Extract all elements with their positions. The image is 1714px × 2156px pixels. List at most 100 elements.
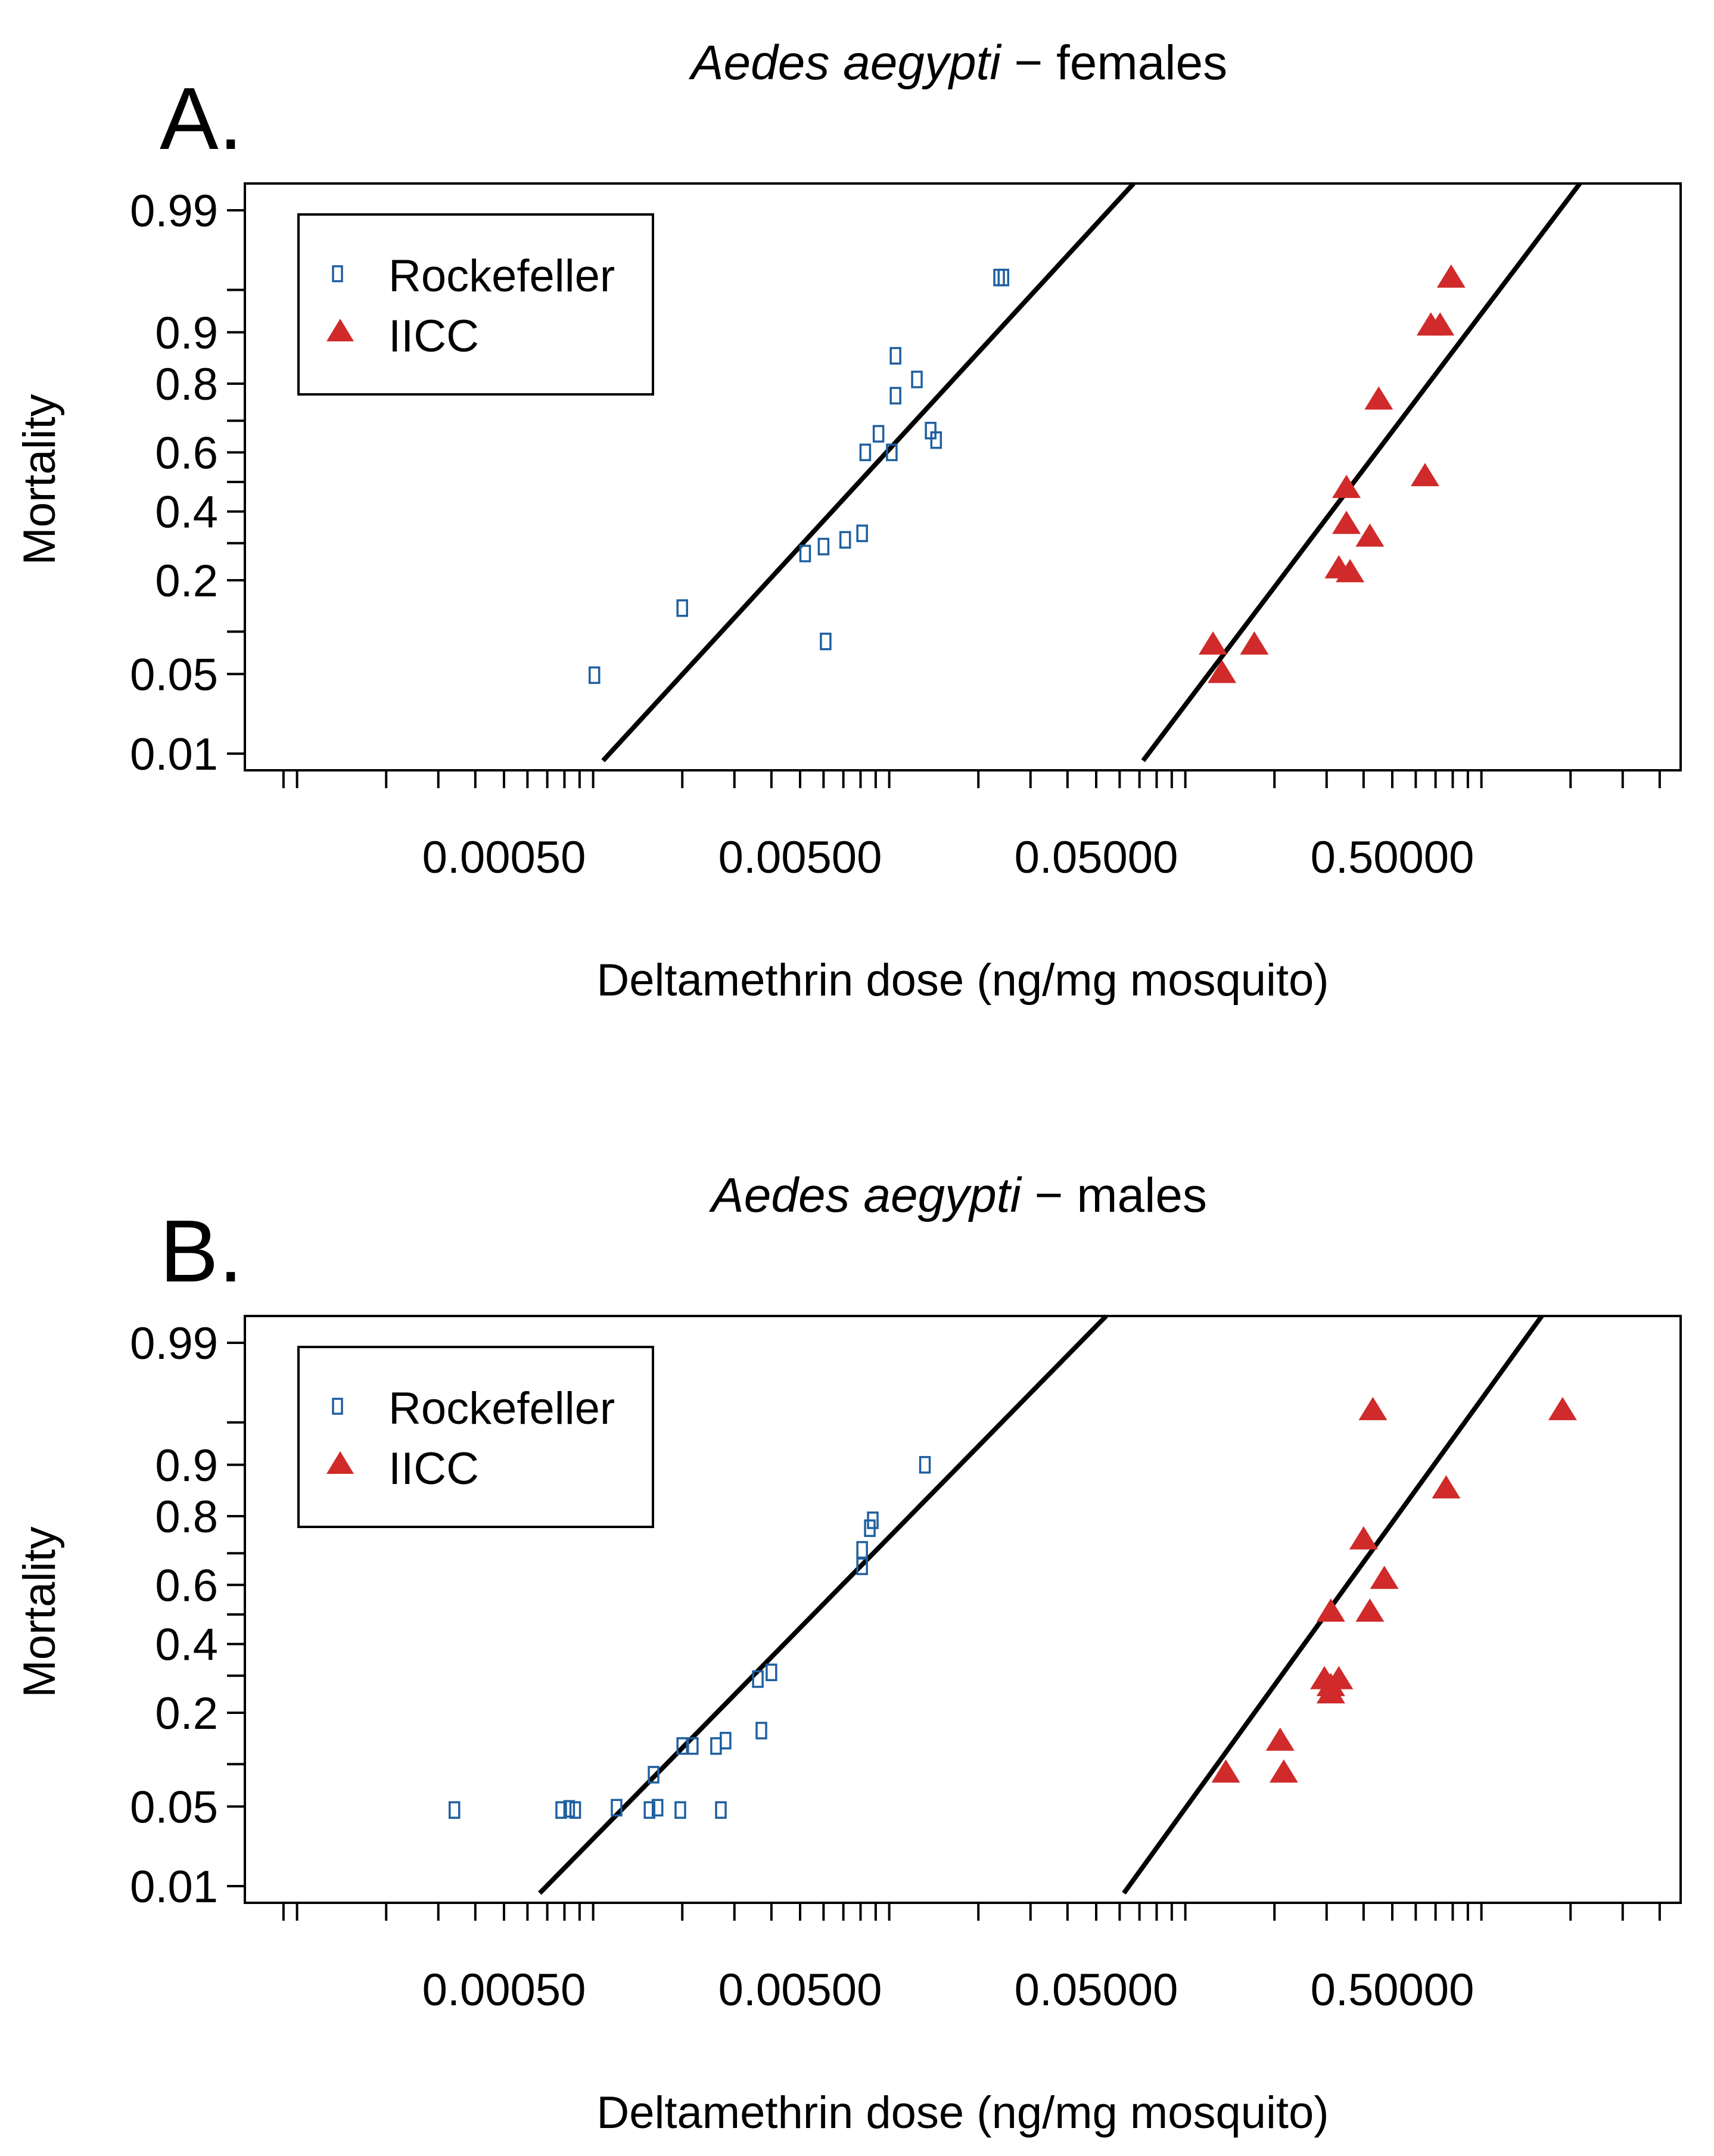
rockefeller-point: [569, 1801, 581, 1819]
iicc-point: [1324, 1666, 1354, 1690]
rockefeller-point: [752, 1670, 764, 1688]
iicc-point: [1240, 631, 1269, 655]
y-tick-label: 0.2: [155, 556, 218, 606]
iicc-point: [1336, 559, 1365, 583]
rockefeller-point: [449, 1801, 461, 1819]
rockefeller-point: [651, 1799, 664, 1817]
x-tick-label: 0.00500: [718, 832, 882, 883]
iicc-point: [1548, 1396, 1577, 1420]
rockefeller-point: [872, 425, 885, 443]
legend-marker-iicc: [326, 319, 354, 341]
x-tick-label: 0.00050: [422, 1965, 586, 2015]
x-tick-label: 0.05000: [1015, 1965, 1178, 2015]
x-tick-label: 0.00500: [718, 1965, 882, 2015]
legend: Rockefeller IICC: [297, 213, 654, 396]
rockefeller-point: [643, 1801, 655, 1819]
rockefeller-point: [856, 1541, 868, 1559]
iicc-point: [1364, 386, 1393, 410]
y-axis-title: Mortality: [14, 1526, 65, 1697]
legend-marker-rockefeller: [332, 265, 343, 282]
rockefeller-point: [720, 1732, 732, 1750]
legend-box: [297, 1346, 654, 1528]
rockefeller-point: [799, 545, 811, 562]
rockefeller-point: [555, 1801, 567, 1819]
rockefeller-point: [755, 1722, 767, 1740]
iicc-point: [1199, 631, 1228, 655]
rockefeller-point: [674, 1801, 686, 1819]
iicc-point: [1358, 1396, 1388, 1420]
y-tick-label: 0.6: [155, 1560, 218, 1611]
iicc-point: [1332, 511, 1361, 534]
rockefeller-point: [820, 632, 832, 651]
x-tick-label: 0.50000: [1311, 832, 1475, 883]
legend-marker-rockefeller: [332, 1398, 343, 1415]
rockefeller-point: [930, 431, 942, 449]
x-tick-label: 0.50000: [1311, 1965, 1475, 2015]
y-tick-label: 0.99: [130, 186, 218, 237]
rockefeller-point: [889, 347, 901, 365]
y-axis: 0.01 0.05 0.2 0.4 0.6 0.80.9 0.99: [130, 186, 245, 780]
legend-label-iicc: IICC: [388, 1443, 479, 1494]
rockefeller-point: [687, 1737, 699, 1755]
rockefeller-point: [589, 666, 601, 685]
iicc-point: [1265, 1727, 1295, 1751]
y-tick-label: 0.4: [155, 1620, 218, 1670]
y-tick-label: 0.01: [130, 1862, 218, 1912]
y-tick-label: 0.6: [155, 428, 218, 478]
rockefeller-point: [817, 537, 830, 556]
y-tick-label: 0.4: [155, 487, 218, 538]
iicc-point: [1426, 312, 1455, 336]
data-points: [589, 264, 1466, 685]
iicc-point: [1355, 523, 1385, 547]
iicc-point: [1436, 264, 1466, 288]
rockefeller-point: [867, 1511, 879, 1529]
x-tick-label: 0.05000: [1015, 832, 1178, 883]
x-axis: 0.00050 0.00500 0.05000 0.50000: [282, 770, 1661, 883]
plot-area-border: [244, 1315, 1682, 1904]
iicc-point: [1355, 1598, 1385, 1622]
chart-title: Aedes aegypti − females: [688, 36, 1227, 90]
y-tick-label: 0.05: [130, 1782, 218, 1833]
rockefeller-point: [715, 1801, 727, 1819]
title-sex: − males: [1021, 1168, 1207, 1222]
y-tick-label: 0.05: [130, 649, 218, 700]
fit-lines: [601, 182, 1582, 763]
rockefeller-point: [611, 1799, 623, 1817]
y-tick-label: 0.8: [155, 1492, 218, 1542]
iicc-point: [1410, 463, 1439, 487]
rockefeller-point: [911, 371, 923, 388]
iicc-point: [1332, 474, 1361, 498]
rockefeller-point: [563, 1800, 576, 1818]
rockefeller-point: [839, 531, 851, 549]
rockefeller-point: [997, 269, 1010, 287]
panel-a: A. Aedes aegypti − females 0.010.050.20.…: [14, 36, 1682, 1006]
fit-line-iicc: [1141, 182, 1582, 763]
title-species: Aedes aegypti: [688, 36, 1002, 90]
legend-label-iicc: IICC: [388, 311, 479, 362]
rockefeller-point: [886, 443, 898, 462]
iicc-point: [1211, 1759, 1240, 1783]
x-axis: 0.00050 0.00500 0.05000 0.50000: [282, 1903, 1661, 2015]
panel-label: B.: [160, 1202, 243, 1301]
x-axis-title: Deltamethrin dose (ng/mg mosquito): [596, 955, 1329, 1006]
y-tick-label: 0.01: [130, 729, 218, 780]
fit-line-rockefeller: [601, 182, 1136, 763]
legend-label-rockefeller: Rockefeller: [388, 251, 615, 301]
y-axis: 0.01 0.05 0.2 0.4 0.6 0.80.9 0.99: [130, 1318, 245, 1912]
rockefeller-point: [648, 1766, 660, 1784]
rockefeller-point: [676, 599, 688, 617]
y-tick-label: 0.9: [155, 1441, 218, 1491]
title-species: Aedes aegypti: [708, 1168, 1022, 1222]
legend-marker-iicc: [326, 1451, 354, 1474]
title-sex: − females: [1001, 36, 1228, 90]
rockefeller-point: [710, 1737, 722, 1755]
panel-b: B. Aedes aegypti − males 0.010.050.20.40…: [14, 1168, 1682, 2138]
iicc-point: [1370, 1566, 1399, 1589]
iicc-point: [1432, 1475, 1461, 1499]
fit-line-rockefeller: [538, 1314, 1108, 1895]
rockefeller-point: [766, 1663, 777, 1681]
legend: Rockefeller IICC: [297, 1346, 654, 1528]
rockefeller-point: [859, 443, 872, 462]
x-tick-label: 0.00050: [422, 832, 586, 883]
